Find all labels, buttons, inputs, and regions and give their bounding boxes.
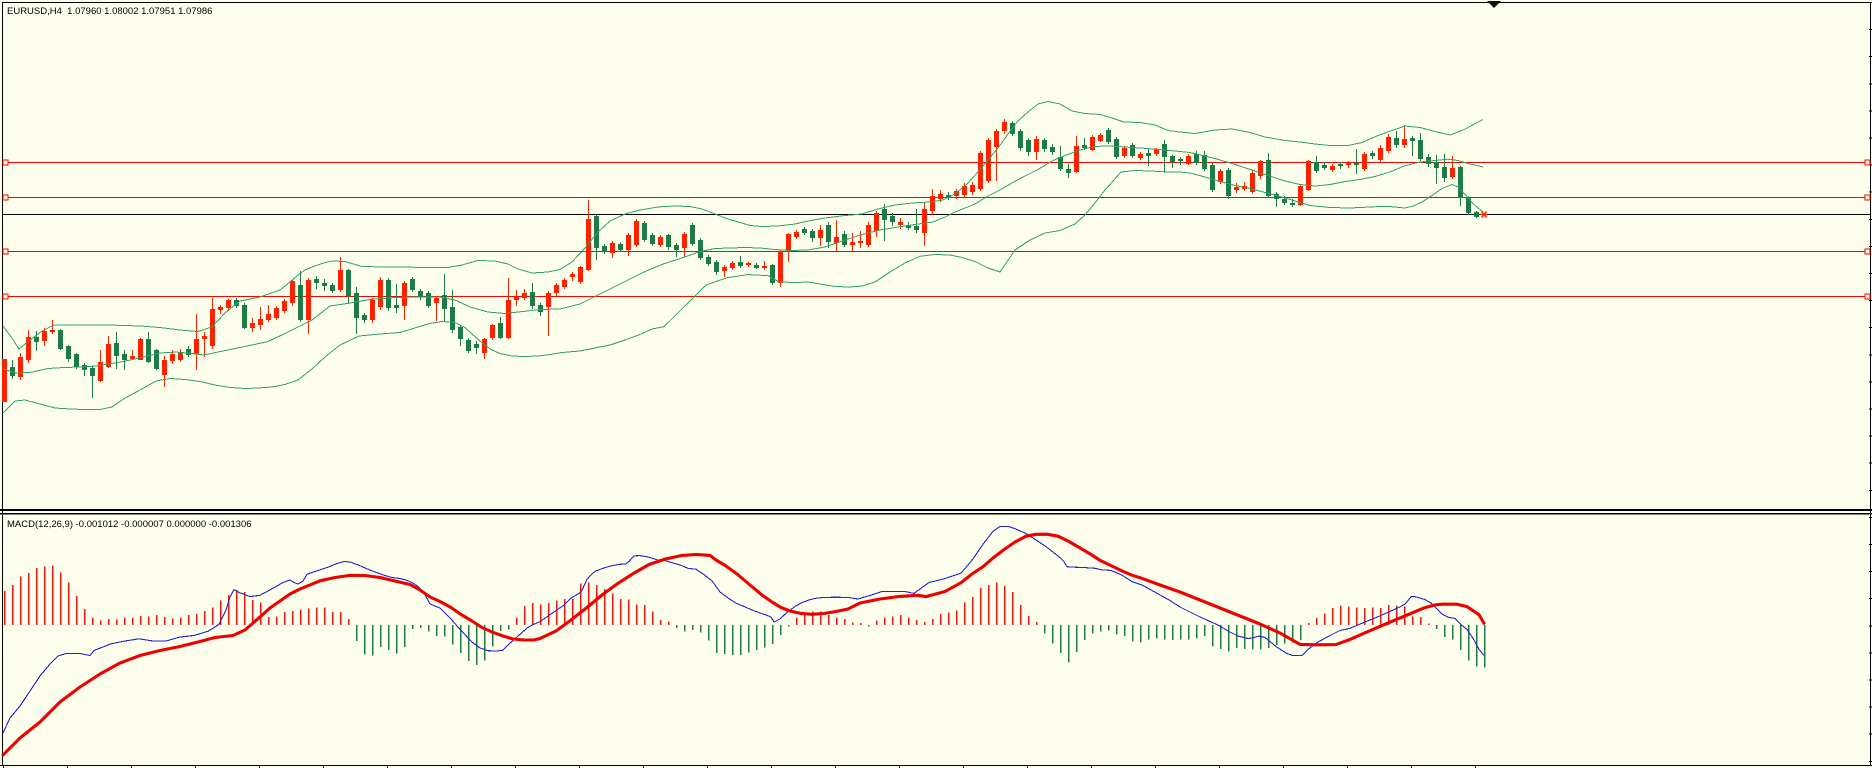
svg-text:EURUSD,H4 1.07960 1.08002 1.0: EURUSD,H4 1.07960 1.08002 1.07951 1.0798… [7, 6, 212, 17]
svg-text:MACD(12,26,9) -0.001012 -0.000: MACD(12,26,9) -0.001012 -0.000007 0.0000… [7, 519, 252, 530]
